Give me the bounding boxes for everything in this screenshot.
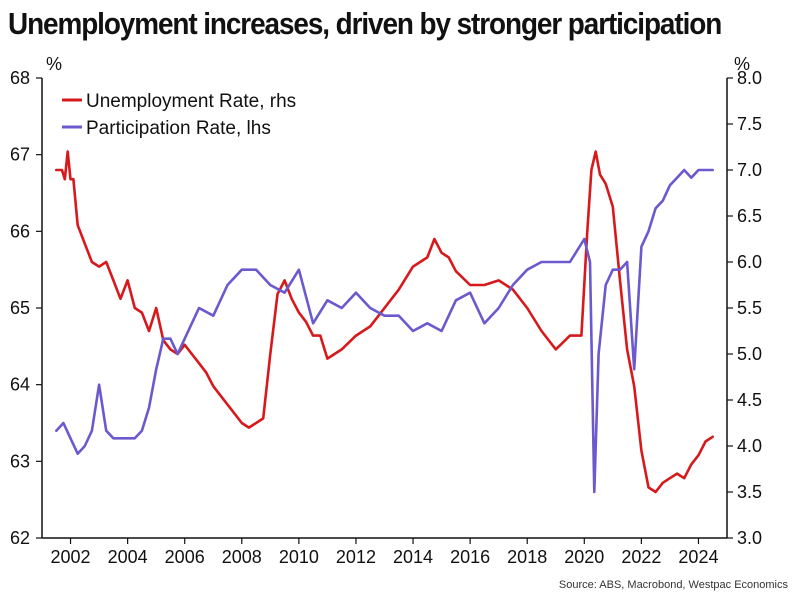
left-tick-label: 68: [10, 68, 30, 88]
series-lines: [54, 150, 715, 494]
right-tick-label: 5.0: [737, 344, 762, 364]
legend-label-participation: Participation Rate, lhs: [86, 118, 271, 139]
x-tick-label: 2016: [450, 547, 490, 567]
left-tick-label: 64: [10, 375, 30, 395]
left-tick-label: 63: [10, 451, 30, 471]
right-tick-label: 3.0: [737, 528, 762, 548]
source-note: Source: ABS, Macrobond, Westpac Economic…: [559, 579, 789, 591]
right-tick-label: 8.0: [737, 68, 762, 88]
x-tick-label: 2004: [108, 547, 148, 567]
right-tick-label: 5.5: [737, 298, 762, 318]
right-tick-label: 7.5: [737, 114, 762, 134]
legend: Unemployment Rate, rhs Participation Rat…: [62, 91, 296, 139]
left-tick-label: 66: [10, 221, 30, 241]
right-tick-label: 7.0: [737, 160, 762, 180]
left-tick-label: 65: [10, 298, 30, 318]
right-tick-label: 4.0: [737, 436, 762, 456]
left-axis-ticks: 62 63 64 65 66 67 68: [10, 68, 42, 548]
x-tick-label: 2012: [336, 547, 376, 567]
right-tick-label: 4.5: [737, 390, 762, 410]
legend-label-unemployment: Unemployment Rate, rhs: [86, 91, 296, 112]
x-tick-label: 2022: [621, 547, 661, 567]
series-line-unemployment: [54, 150, 715, 494]
x-tick-label: 2006: [165, 547, 205, 567]
right-axis-ticks: 3.0 3.5 4.0 4.5 5.0 5.5 6.0 6.5 7.0 7.5 8.0: [727, 68, 762, 548]
right-tick-label: 6.0: [737, 252, 762, 272]
x-tick-label: 2018: [507, 547, 547, 567]
x-tick-label: 2024: [678, 547, 718, 567]
x-tick-label: 2014: [393, 547, 433, 567]
x-axis-ticks: 2002 2004 2006 2008 2010 2012 2014 2016 2018 2020…: [51, 538, 718, 567]
x-tick-label: 2008: [222, 547, 262, 567]
left-tick-label: 67: [10, 145, 30, 165]
right-axis-unit: %: [734, 54, 750, 74]
left-tick-label: 62: [10, 528, 30, 548]
right-tick-label: 6.5: [737, 206, 762, 226]
left-axis-unit: %: [46, 54, 62, 74]
right-tick-label: 3.5: [737, 482, 762, 502]
x-tick-label: 2020: [564, 547, 604, 567]
series-line-participation: [54, 168, 715, 494]
x-tick-label: 2002: [51, 547, 91, 567]
x-tick-label: 2010: [279, 547, 319, 567]
chart-title: Unemployment increases, driven by strong…: [8, 6, 722, 41]
